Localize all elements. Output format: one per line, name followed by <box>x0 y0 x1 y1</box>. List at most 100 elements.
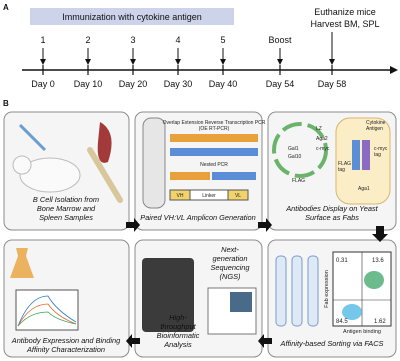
quadrant-value: 1.62 <box>374 319 386 325</box>
caption: Next- <box>221 245 239 254</box>
step-number: 3 <box>130 35 135 45</box>
fab <box>362 140 370 170</box>
day-label: Day 30 <box>164 79 193 89</box>
end-text: Euthanize mice <box>314 7 376 17</box>
banner <box>30 8 234 25</box>
plasmid <box>272 122 328 178</box>
caption: throughput <box>160 322 196 331</box>
injection-arrowhead <box>175 59 181 65</box>
label: Aga2 <box>316 136 328 142</box>
flow-arrow <box>258 218 272 232</box>
tube <box>275 255 287 327</box>
bone <box>87 147 123 203</box>
mouse-head <box>12 155 32 175</box>
caption: (NGS) <box>220 272 241 281</box>
spleen <box>97 122 112 163</box>
x-axis-label: Antigen binding <box>343 329 381 335</box>
step-number: 4 <box>175 35 180 45</box>
caption: Sequencing <box>210 263 250 272</box>
tube <box>291 255 303 327</box>
quadrant-value: 0.31 <box>336 258 348 264</box>
injection-arrowhead <box>40 59 46 65</box>
day-label: Day 0 <box>31 79 55 89</box>
panel-label: A <box>3 3 9 12</box>
injection-arrowhead <box>85 59 91 65</box>
caption: Affinity Characterization <box>26 345 105 354</box>
label: Gal1 <box>288 146 299 152</box>
boost-label: Boost <box>268 35 292 45</box>
amplicon <box>170 172 210 180</box>
caption: Surface as Fabs <box>305 213 359 222</box>
injection-arrowhead <box>220 59 226 65</box>
amplicon <box>170 148 258 156</box>
label: Overlap Extension Reverse Transcription … <box>163 120 266 126</box>
caption: Analysis <box>163 340 192 349</box>
amplicon <box>170 134 258 142</box>
label: LZ <box>316 126 322 132</box>
caption: Bioinformatic <box>157 331 200 340</box>
y-axis-label: Fab expression <box>324 270 330 308</box>
timeline-arrow <box>390 66 398 74</box>
mouse <box>19 157 81 193</box>
caption: B Cell Isolation from <box>33 195 99 204</box>
injection-arrowhead <box>329 59 335 65</box>
day-label: Day 40 <box>209 79 238 89</box>
label: VL <box>235 193 241 199</box>
heatmap <box>230 292 252 312</box>
label: VH <box>177 193 184 199</box>
sequencer <box>142 258 194 332</box>
flow-arrow <box>372 226 388 242</box>
caption: Paired VH:VL Amplicon Generation <box>140 213 255 222</box>
injection-arrowhead <box>130 59 136 65</box>
label: c-myc <box>374 146 388 152</box>
caption: Bone Marrow and <box>37 204 96 213</box>
label: Nested PCR <box>200 162 228 168</box>
label: tag <box>374 152 381 158</box>
label: Linker <box>202 193 216 199</box>
step-number: 5 <box>220 35 225 45</box>
tube <box>142 117 166 209</box>
injection-arrowhead <box>277 59 283 65</box>
panel-label: B <box>3 99 9 108</box>
tube <box>307 255 319 327</box>
step-number: 2 <box>85 35 90 45</box>
curve <box>17 295 77 327</box>
label: c-myc <box>316 146 330 152</box>
label: Gal10 <box>288 154 302 160</box>
population <box>364 271 384 289</box>
flow-arrow <box>126 218 140 232</box>
caption: Affinity-based Sorting via FACS <box>280 339 384 348</box>
end-text: Harvest BM, SPL <box>310 19 379 29</box>
flow-arrow <box>258 334 272 348</box>
label: Antigen <box>366 126 383 132</box>
curve <box>17 311 77 327</box>
label: Cytokine <box>366 120 386 126</box>
caption: High- <box>169 313 187 322</box>
label: Aga1 <box>358 186 370 192</box>
banner-text: Immunization with cytokine antigen <box>62 12 202 22</box>
flask <box>10 248 34 278</box>
day-label: Day 20 <box>119 79 148 89</box>
label: FLAG <box>338 161 351 167</box>
timeline-marks: 1 Day 0 2 Day 10 3 Day 20 4 Day 30 5 Day 40 Boost D… <box>31 32 346 89</box>
day-label: Day 10 <box>74 79 103 89</box>
caption: Antibody Expression and Binding <box>11 336 121 345</box>
amplicon <box>212 172 256 180</box>
day-label: Day 58 <box>318 79 347 89</box>
quadrant-value: 13.6 <box>372 258 384 264</box>
caption: generation <box>213 254 248 263</box>
fab <box>352 140 360 170</box>
quadrant-value: 84.5 <box>336 319 348 325</box>
curve <box>17 303 77 327</box>
caption: Spleen Samples <box>39 213 93 222</box>
day-label: Day 54 <box>266 79 295 89</box>
syringe <box>18 123 47 152</box>
segment <box>227 189 249 201</box>
label: (OE RT-PCR) <box>199 126 230 132</box>
caption: Antibodies Display on Yeast <box>285 204 378 213</box>
population <box>342 304 362 320</box>
flow-arrow <box>126 334 140 348</box>
step-number: 1 <box>40 35 45 45</box>
label: FLAG <box>292 178 305 184</box>
